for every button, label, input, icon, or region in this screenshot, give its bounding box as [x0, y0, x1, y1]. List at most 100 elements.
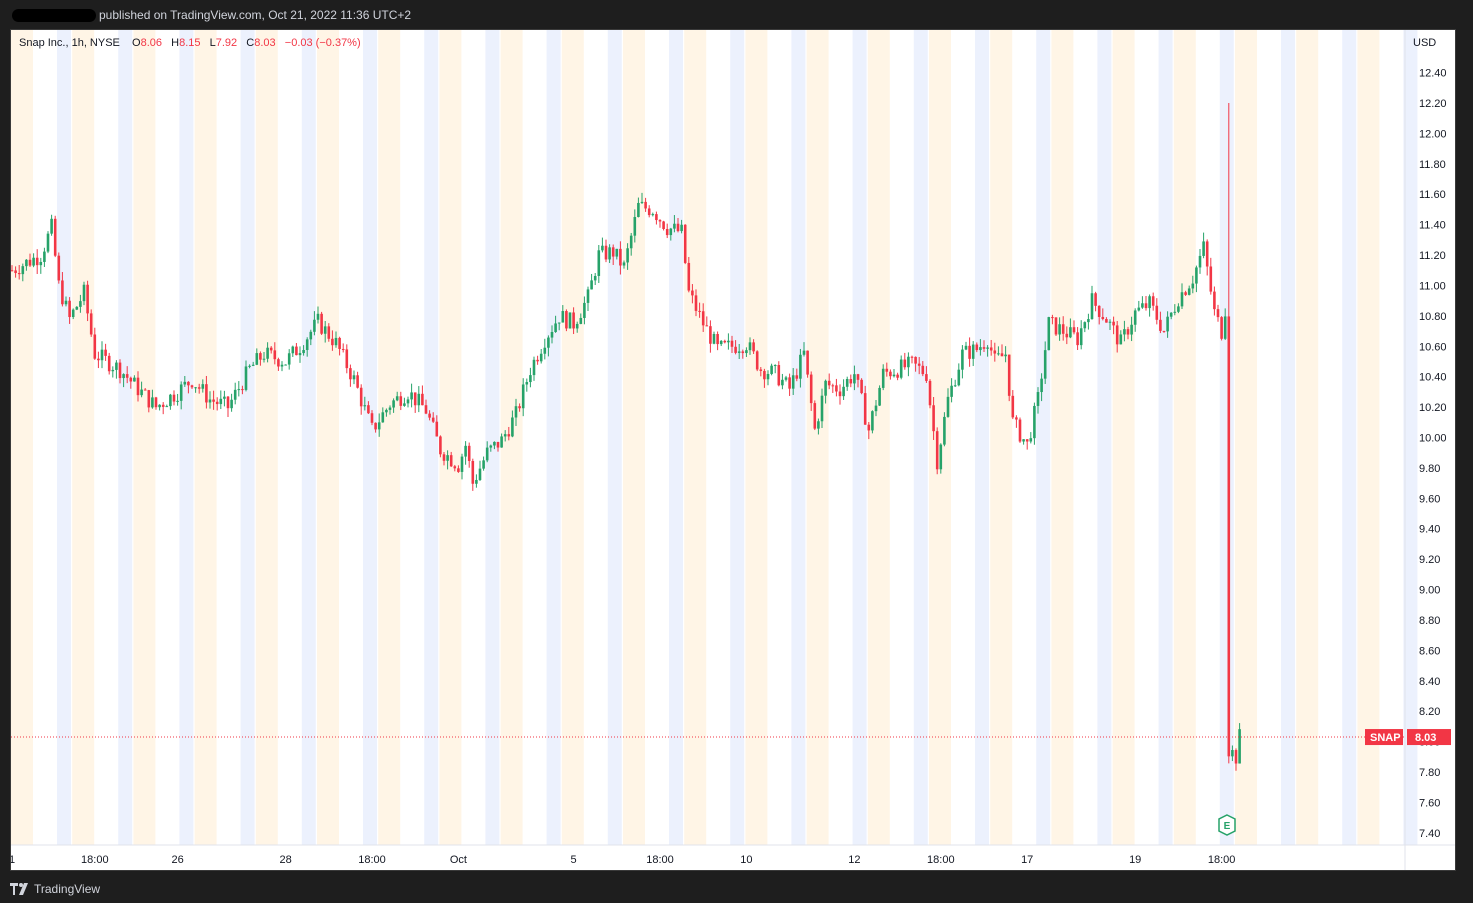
candle-body	[259, 353, 262, 360]
afterhours-band	[546, 30, 561, 845]
candle-body	[655, 214, 658, 221]
candle-body	[1004, 354, 1007, 357]
candle-body	[665, 229, 669, 236]
premarket-band	[72, 30, 95, 845]
candle-body	[449, 455, 453, 467]
candle-body	[557, 322, 561, 324]
candle-body	[205, 384, 208, 403]
candle-body	[777, 365, 781, 386]
candle-body	[172, 394, 176, 402]
candle-body	[403, 403, 406, 406]
candle-body	[187, 381, 190, 386]
candle-body	[79, 301, 82, 307]
candle-body	[917, 363, 921, 366]
footer-brand[interactable]: TradingView	[10, 882, 100, 896]
candle-body	[579, 317, 583, 324]
candle-body	[658, 220, 662, 222]
candle-body	[867, 424, 871, 431]
candle-body	[1144, 303, 1148, 309]
candle-body	[1169, 312, 1173, 317]
chart-frame[interactable]: USD 12.40 12.20 12.00 11.80 11.60 11.40 11.20 11…	[10, 29, 1456, 871]
candle-body	[910, 356, 914, 358]
candle-body	[57, 255, 61, 281]
candle-body	[514, 406, 518, 418]
candle-body	[410, 392, 413, 400]
price-tick-label: 8.80	[1419, 615, 1440, 627]
candle-body	[788, 377, 791, 389]
candle-body	[1162, 330, 1166, 332]
candle-body	[100, 349, 104, 361]
candle-body	[1076, 332, 1079, 346]
afterhours-band	[424, 30, 439, 845]
candle-body	[550, 332, 554, 338]
candle-body	[392, 400, 395, 408]
candle-body	[766, 373, 770, 380]
afterhours-band	[607, 30, 622, 845]
candle-body	[1159, 319, 1162, 331]
candle-body	[269, 347, 273, 351]
candle-body	[417, 393, 421, 406]
candle-body	[716, 334, 719, 345]
candle-body	[201, 384, 205, 389]
candle-body	[795, 375, 799, 379]
candle-body	[208, 399, 212, 403]
candle-body	[907, 356, 910, 368]
candle-body	[1108, 321, 1112, 323]
candle-body	[28, 259, 32, 266]
candle-body	[701, 311, 705, 326]
candle-body	[691, 290, 694, 296]
candle-body	[1177, 306, 1180, 312]
candle-body	[802, 350, 806, 355]
candle-body	[1213, 291, 1216, 310]
legend-symbol: Snap Inc., 1h, NYSE	[19, 37, 120, 49]
candle-body	[637, 202, 640, 218]
candle-body	[457, 468, 460, 472]
premarket-band	[929, 30, 951, 845]
candle-body	[374, 422, 377, 430]
legend-close-value: 8.03	[254, 37, 276, 49]
legend-open-label: O	[132, 37, 141, 49]
price-chart[interactable]: USD12.4012.2012.0011.8011.6011.4011.2011…	[11, 30, 1455, 870]
candle-body	[752, 342, 755, 352]
candle-body	[388, 407, 392, 410]
candle-body	[1029, 438, 1033, 442]
candle-body	[741, 351, 745, 354]
candle-body	[817, 421, 820, 429]
price-tick-label: 10.40	[1419, 372, 1447, 384]
footer-brand-text: TradingView	[34, 882, 101, 896]
candle-body	[431, 417, 435, 422]
candle-body	[237, 389, 241, 391]
candle-body	[727, 340, 730, 343]
candle-body	[399, 396, 403, 406]
candle-body	[1187, 288, 1191, 295]
candle-body	[989, 347, 993, 351]
current-price-tag	[1407, 729, 1451, 746]
afterhours-band	[363, 30, 377, 845]
candle-body	[896, 374, 899, 378]
price-tick-label: 9.20	[1419, 554, 1440, 566]
candle-body	[1105, 319, 1108, 323]
candle-body	[860, 379, 863, 394]
candle-body	[500, 436, 503, 448]
candle-body	[626, 248, 629, 263]
price-tick-label: 9.80	[1419, 463, 1440, 475]
time-tick-label: 1	[11, 854, 15, 866]
candle-body	[316, 313, 320, 320]
price-tick-label: 9.00	[1419, 585, 1440, 597]
premarket-band	[378, 30, 401, 845]
candle-body	[892, 374, 896, 377]
candle-body	[251, 364, 255, 366]
candle-body	[406, 399, 410, 404]
candle-body	[140, 389, 143, 396]
time-tick-label: 18:00	[1208, 854, 1236, 866]
candle-body	[363, 405, 367, 407]
candle-body	[827, 380, 831, 386]
candle-body	[154, 397, 158, 408]
candle-body	[194, 387, 197, 389]
time-tick-label: 18:00	[646, 854, 674, 866]
price-tick-label: 8.40	[1419, 676, 1440, 688]
candle-body	[723, 340, 727, 343]
time-tick-label: 28	[279, 854, 291, 866]
afterhours-band	[791, 30, 806, 845]
candle-body	[190, 385, 194, 388]
